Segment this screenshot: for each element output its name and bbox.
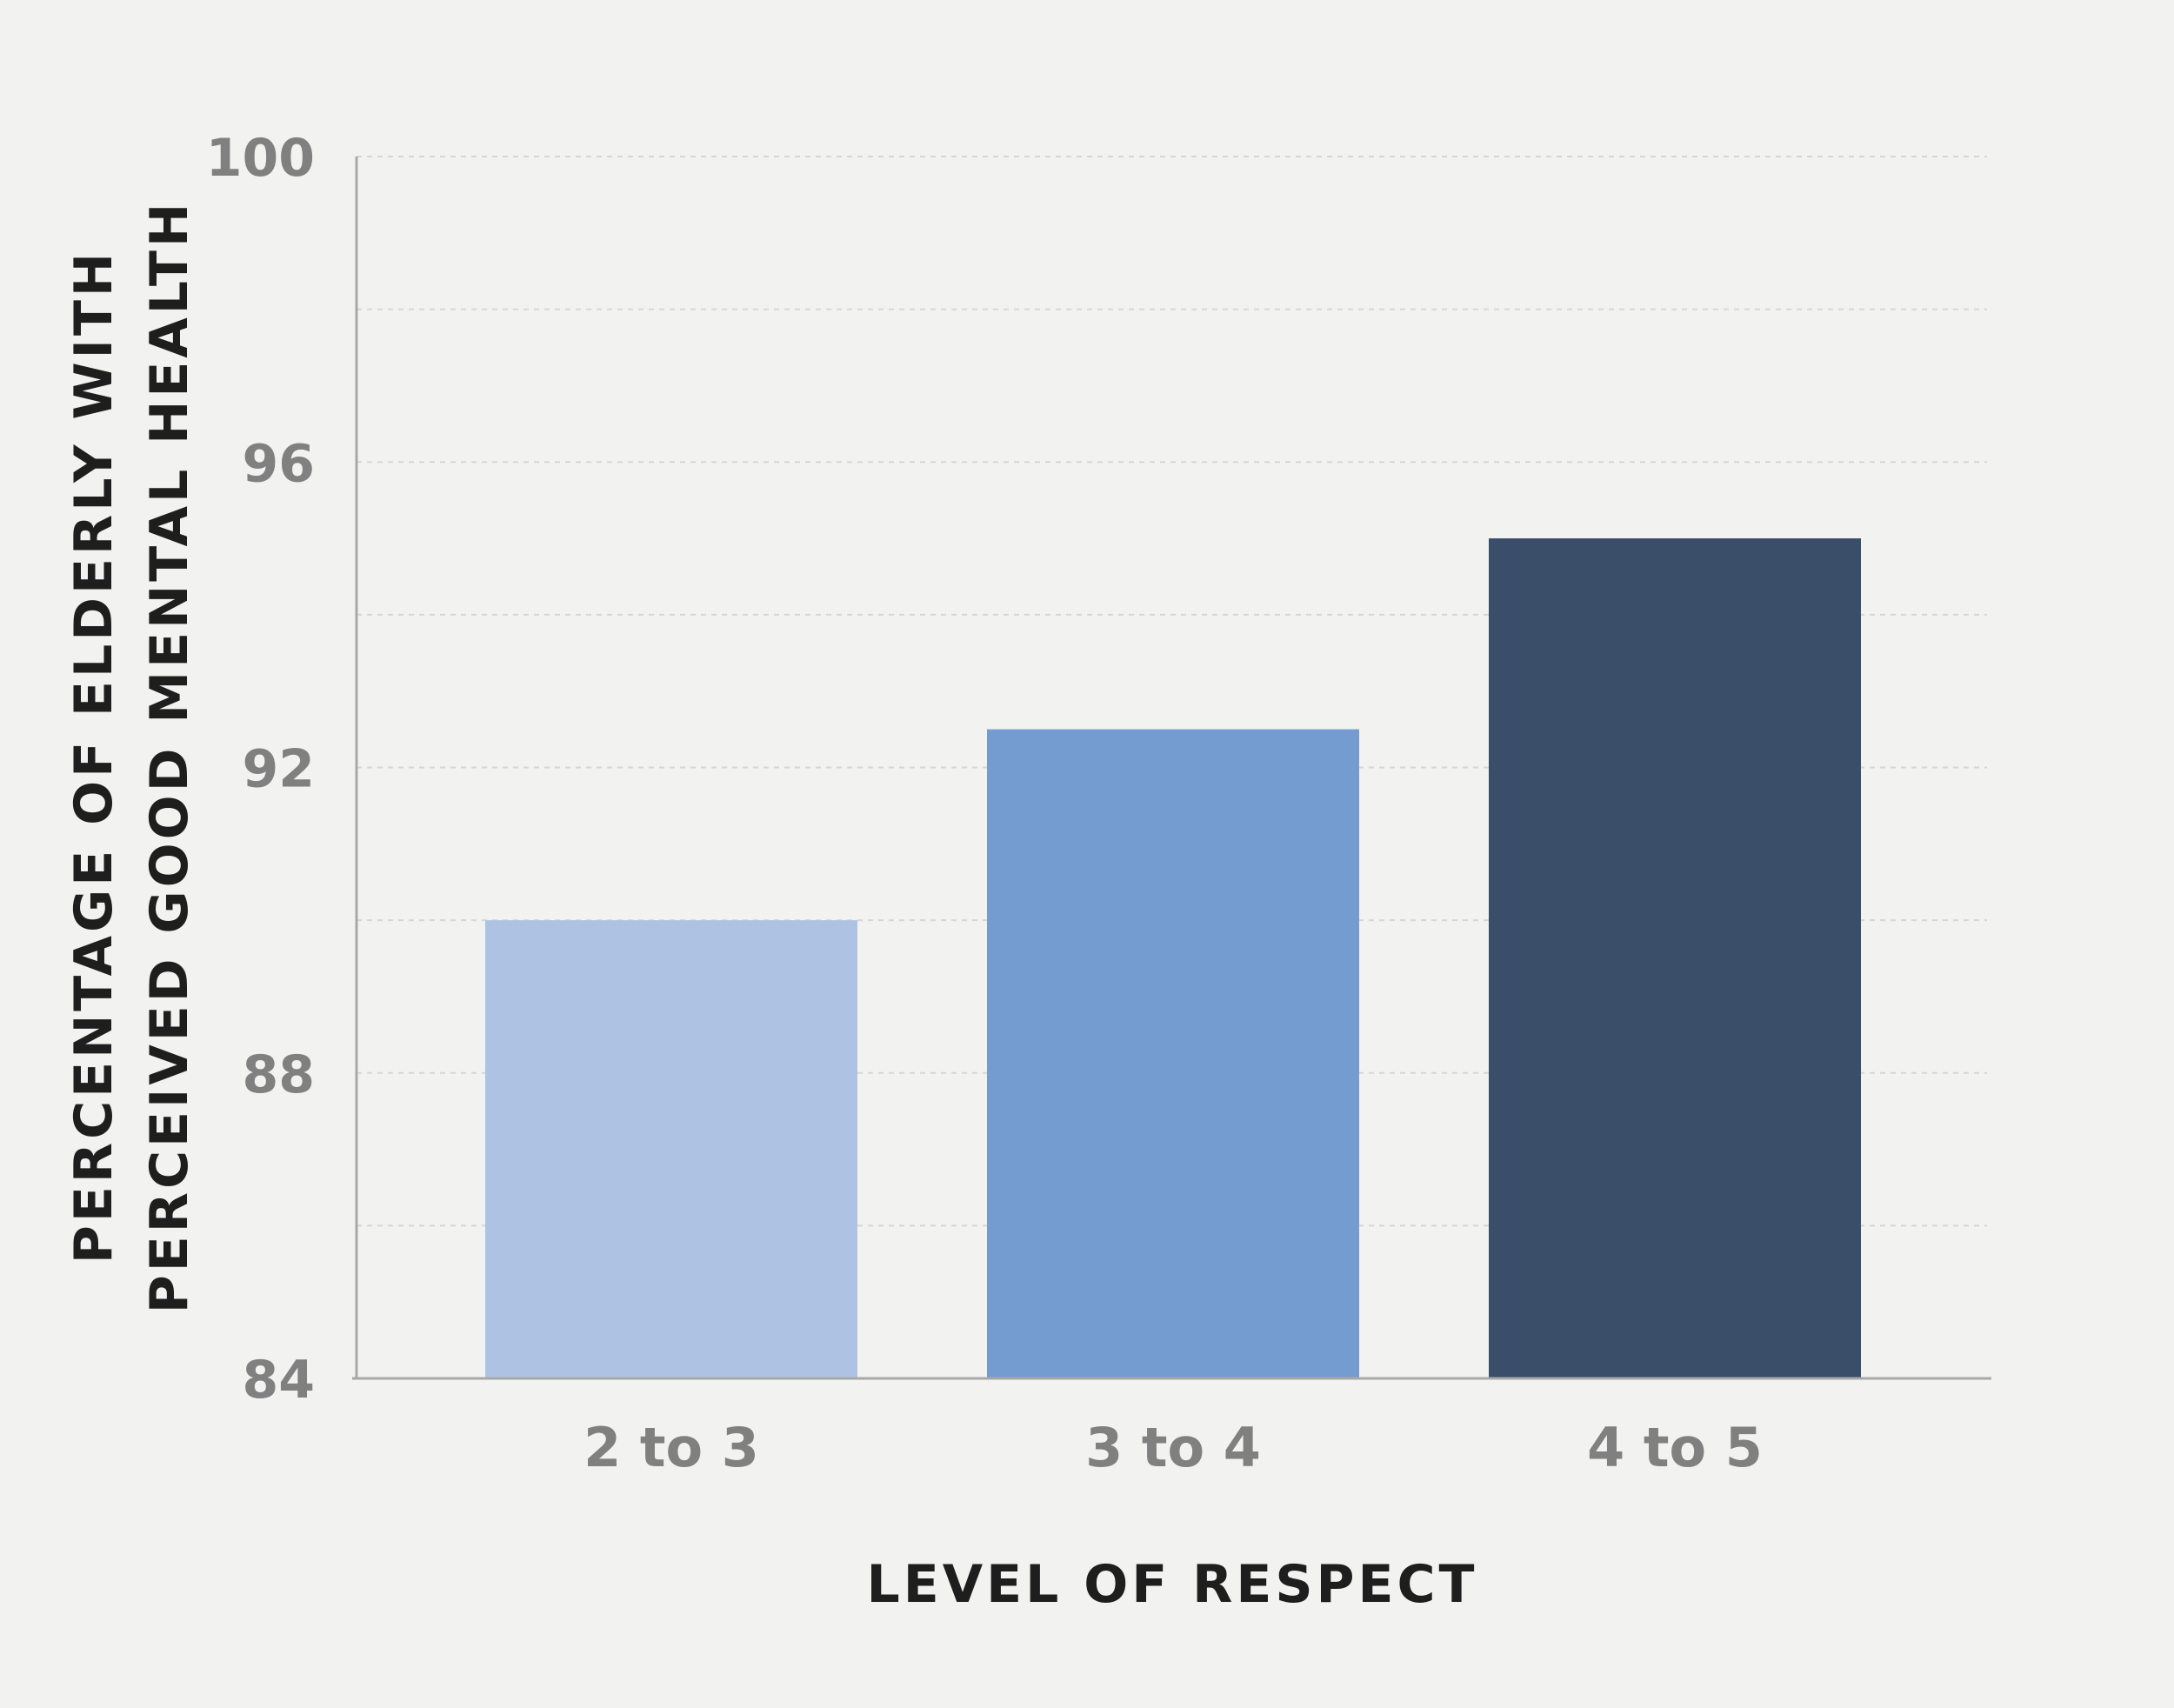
y-tick-label: 96 [243,433,316,494]
y-tick-labels: 84 88 92 96 100 [206,128,315,1411]
bar-3-to-4 [987,729,1359,1378]
y-axis-title: PERCENTAGE OF ELDERLY WITH PERCEIVED GOO… [63,200,200,1313]
y-axis-title-line-2: PERCEIVED GOOD MENTAL HEALTH [139,200,200,1313]
bar-2-to-3 [485,920,857,1378]
axes [352,157,1991,1380]
x-axis-title: LEVEL OF RESPECT [867,1554,1478,1615]
y-tick-label: 84 [243,1350,316,1411]
bar-4-to-5 [1489,538,1861,1378]
y-tick-label: 88 [243,1044,316,1105]
y-tick-label: 92 [243,739,316,800]
bars [485,538,1861,1378]
x-tick-label: 2 to 3 [584,1416,759,1479]
x-tick-label: 3 to 4 [1085,1416,1261,1479]
x-tick-labels: 2 to 3 3 to 4 4 to 5 [584,1416,1763,1479]
y-tick-label: 100 [206,128,315,189]
x-tick-label: 4 to 5 [1587,1416,1763,1479]
y-axis-title-line-1: PERCENTAGE OF ELDERLY WITH [63,250,124,1264]
